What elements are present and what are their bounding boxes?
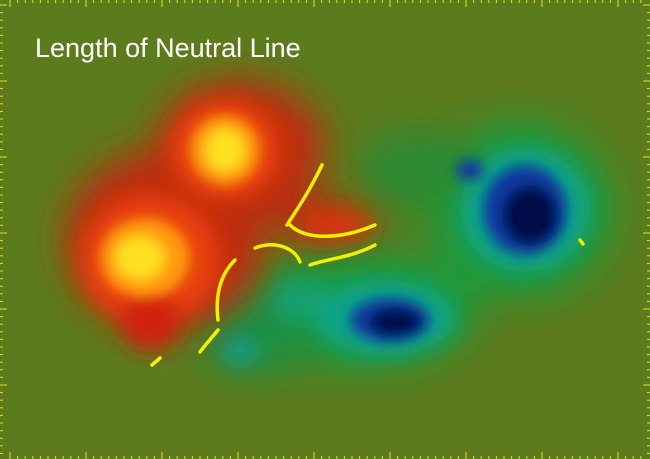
image-title: Length of Neutral Line: [35, 33, 301, 63]
page: Length of Neutral Line (() => { const da…: [0, 0, 650, 459]
magnetogram: Length of Neutral Line: [0, 0, 650, 459]
